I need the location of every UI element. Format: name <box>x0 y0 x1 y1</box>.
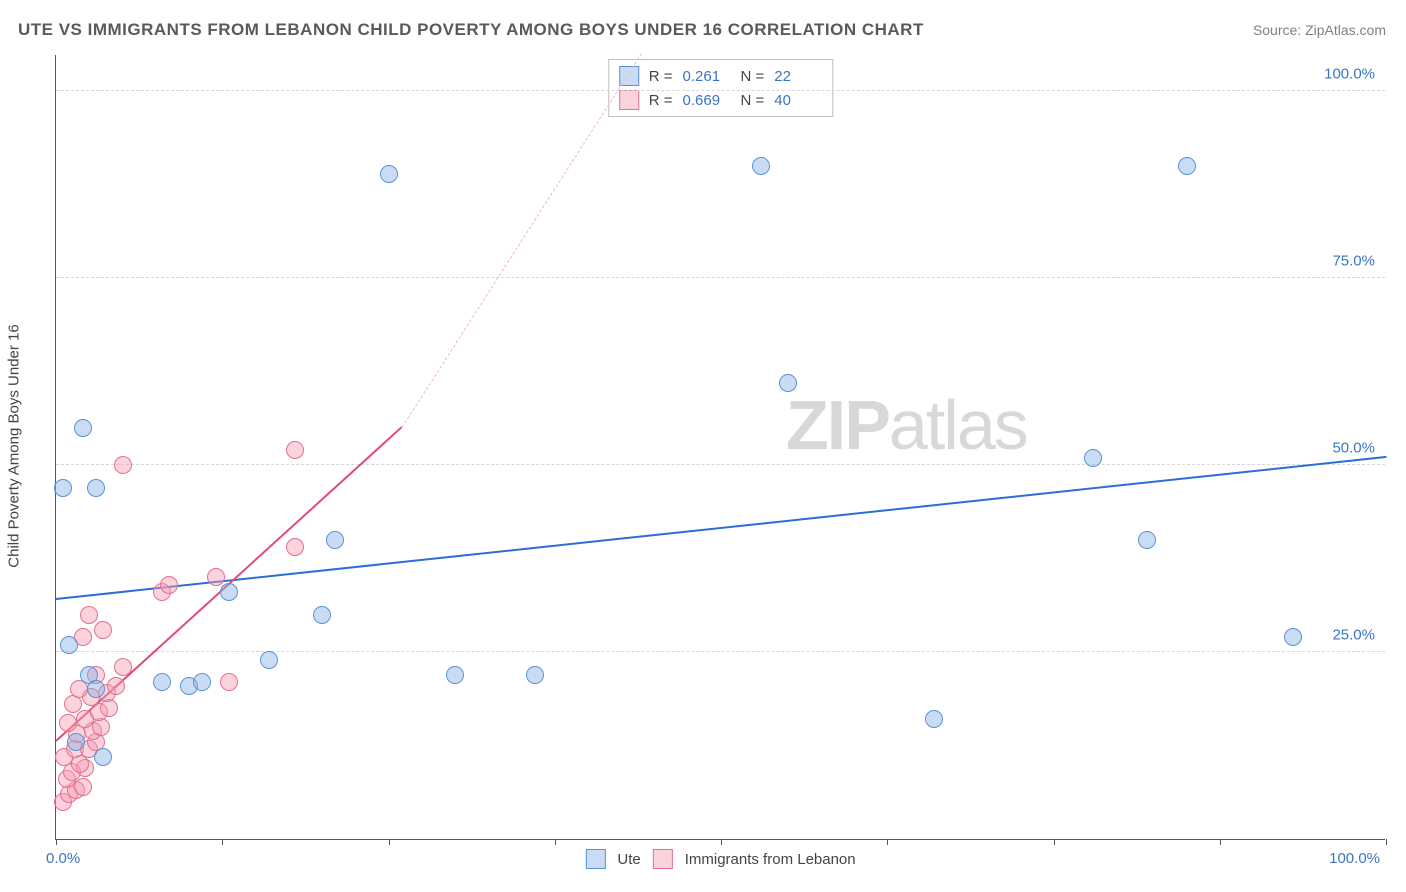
watermark: ZIPatlas <box>786 385 1027 465</box>
data-point-ute <box>54 479 72 497</box>
data-point-ute <box>87 680 105 698</box>
y-tick-label: 50.0% <box>1332 440 1375 457</box>
gridline-h <box>56 277 1385 278</box>
data-point-leb <box>92 718 110 736</box>
data-point-leb <box>286 441 304 459</box>
data-point-leb <box>59 714 77 732</box>
data-point-ute <box>1138 531 1156 549</box>
n-value-leb: 40 <box>774 92 822 109</box>
x-tick <box>389 839 390 845</box>
data-point-leb <box>286 538 304 556</box>
data-point-ute <box>779 374 797 392</box>
r-label: R = <box>649 68 673 85</box>
swatch-ute <box>585 849 605 869</box>
n-label: N = <box>741 68 765 85</box>
data-point-ute <box>446 666 464 684</box>
data-point-ute <box>925 710 943 728</box>
data-point-ute <box>94 748 112 766</box>
data-point-ute <box>526 666 544 684</box>
trend-line <box>56 456 1386 600</box>
legend-label-leb: Immigrants from Lebanon <box>685 851 856 868</box>
legend-label-ute: Ute <box>617 851 640 868</box>
data-point-leb <box>70 680 88 698</box>
y-tick-label: 100.0% <box>1324 66 1375 83</box>
stats-row-ute: R = 0.261 N = 22 <box>619 64 823 88</box>
swatch-leb <box>653 849 673 869</box>
data-point-leb <box>107 677 125 695</box>
data-point-leb <box>207 568 225 586</box>
series-legend: Ute Immigrants from Lebanon <box>585 849 855 869</box>
data-point-leb <box>114 658 132 676</box>
x-tick <box>887 839 888 845</box>
source-attribution: Source: ZipAtlas.com <box>1253 22 1386 38</box>
stats-legend-box: R = 0.261 N = 22 R = 0.669 N = 40 <box>608 59 834 117</box>
data-point-ute <box>1284 628 1302 646</box>
data-point-ute <box>193 673 211 691</box>
data-point-ute <box>60 636 78 654</box>
swatch-leb <box>619 90 639 110</box>
data-point-ute <box>1178 157 1196 175</box>
x-tick <box>56 839 57 845</box>
data-point-ute <box>1084 449 1102 467</box>
data-point-leb <box>74 778 92 796</box>
data-point-ute <box>153 673 171 691</box>
x-tick <box>555 839 556 845</box>
data-point-leb <box>94 621 112 639</box>
data-point-ute <box>220 583 238 601</box>
x-tick <box>1220 839 1221 845</box>
data-point-ute <box>380 165 398 183</box>
y-axis-label: Child Poverty Among Boys Under 16 <box>6 324 23 567</box>
data-point-ute <box>260 651 278 669</box>
r-value-ute: 0.261 <box>683 68 731 85</box>
stats-row-leb: R = 0.669 N = 40 <box>619 88 823 112</box>
data-point-ute <box>74 419 92 437</box>
y-tick-label: 75.0% <box>1332 253 1375 270</box>
data-point-ute <box>87 479 105 497</box>
r-label: R = <box>649 92 673 109</box>
scatter-plot-area: ZIPatlas R = 0.261 N = 22 R = 0.669 N = … <box>55 55 1385 840</box>
data-point-leb <box>80 606 98 624</box>
data-point-ute <box>313 606 331 624</box>
gridline-h <box>56 651 1385 652</box>
n-value-ute: 22 <box>774 68 822 85</box>
data-point-ute <box>752 157 770 175</box>
data-point-leb <box>160 576 178 594</box>
data-point-ute <box>326 531 344 549</box>
x-tick-label: 100.0% <box>1329 850 1380 867</box>
chart-title: UTE VS IMMIGRANTS FROM LEBANON CHILD POV… <box>18 20 924 40</box>
x-tick <box>222 839 223 845</box>
x-tick-label: 0.0% <box>46 850 80 867</box>
x-tick <box>721 839 722 845</box>
data-point-leb <box>100 699 118 717</box>
y-tick-label: 25.0% <box>1332 627 1375 644</box>
gridline-h <box>56 90 1385 91</box>
trend-line <box>401 53 641 427</box>
x-tick <box>1054 839 1055 845</box>
n-label: N = <box>741 92 765 109</box>
data-point-ute <box>67 733 85 751</box>
r-value-leb: 0.669 <box>683 92 731 109</box>
data-point-leb <box>220 673 238 691</box>
data-point-leb <box>114 456 132 474</box>
gridline-h <box>56 464 1385 465</box>
x-tick <box>1386 839 1387 845</box>
